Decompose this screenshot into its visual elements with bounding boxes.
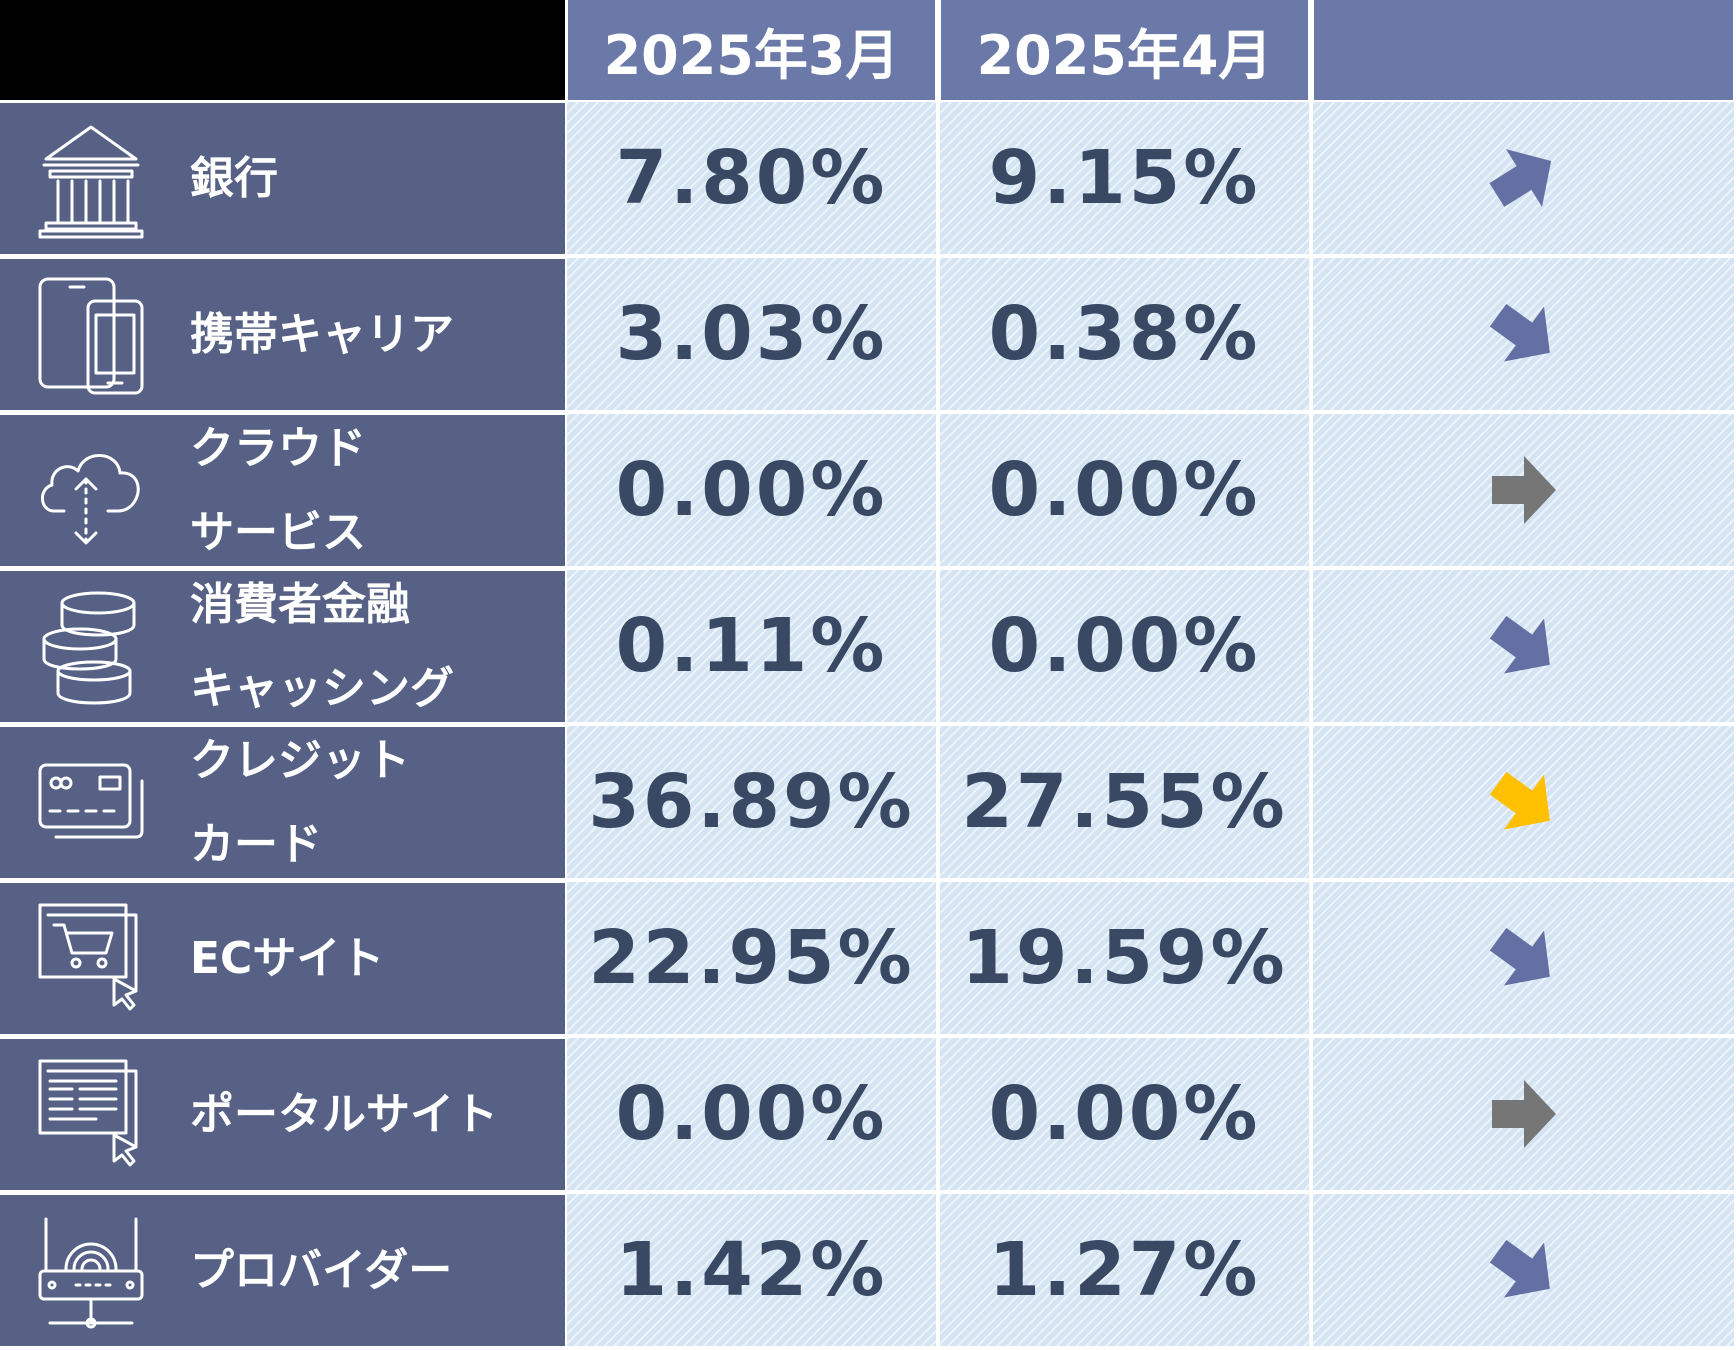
header-corner [0,0,565,100]
credit-card-icon [36,741,146,865]
march-value: 36.89% [565,724,938,880]
category-label-line: クラウド [190,422,366,474]
march-value: 1.42% [565,1192,938,1348]
april-value: 9.15% [938,100,1311,256]
category-label-line: サービス [190,506,366,558]
trend-arrow-down-icon [1489,927,1550,986]
category-label: クレジット カード [190,727,410,878]
cloud-transfer-icon [36,429,146,553]
trend-arrow-down-icon [1489,771,1550,830]
row-label: 銀行 [0,100,565,256]
trend-cell [1311,1192,1736,1348]
march-value: 0.00% [565,1036,938,1192]
trend-cell [1311,412,1736,568]
category-label: プロバイダー [190,1195,452,1346]
portal-screen-icon [36,1053,146,1177]
march-value: 22.95% [565,880,938,1036]
row-label: プロバイダー [0,1192,565,1348]
header-trend [1311,0,1736,100]
category-label: ECサイト [190,883,384,1034]
row-label: ECサイト [0,880,565,1036]
march-value: 3.03% [565,256,938,412]
category-label: 消費者金融キャッシング [190,571,454,722]
april-value: 0.00% [938,568,1311,724]
header-april: 2025年4月 [938,0,1311,100]
category-label: ポータルサイト [190,1039,498,1190]
category-label-line: カード [190,818,322,870]
coin-stack-icon [36,585,146,709]
category-label-line: 銀行 [190,152,278,204]
trend-cell [1311,1036,1736,1192]
trend-arrow-down-icon [1489,615,1550,674]
april-value: 0.38% [938,256,1311,412]
trend-cell [1311,568,1736,724]
header-march: 2025年3月 [565,0,938,100]
trend-cell [1311,724,1736,880]
router-icon [36,1209,146,1333]
trend-arrow-down-icon [1489,303,1550,362]
march-value: 7.80% [565,100,938,256]
trend-arrow-down-icon [1489,1239,1550,1298]
trend-arrow-flat-icon [1491,1080,1556,1148]
category-label-line: 携帯キャリア [190,308,454,360]
row-label: 消費者金融キャッシング [0,568,565,724]
row-label: ポータルサイト [0,1036,565,1192]
row-label: クレジット カード [0,724,565,880]
mobile-devices-icon [36,273,146,397]
april-value: 19.59% [938,880,1311,1036]
category-label-line: クレジット [190,734,410,786]
category-label-line: ポータルサイト [190,1088,498,1140]
trend-cell [1311,880,1736,1036]
category-label-line: ECサイト [190,932,385,984]
trend-arrow-flat-icon [1491,456,1556,524]
category-label: クラウド サービス [190,415,366,566]
row-label: クラウド サービス [0,412,565,568]
april-value: 0.00% [938,412,1311,568]
row-label: 携帯キャリア [0,256,565,412]
bank-icon [36,117,146,241]
category-label-line: プロバイダー [190,1244,453,1296]
category-label-line: キャッシング [190,662,454,714]
trend-arrow-up-icon [1488,149,1551,207]
category-label-line: 消費者金融 [190,578,410,630]
trend-cell [1311,100,1736,256]
trend-cell [1311,256,1736,412]
april-value: 0.00% [938,1036,1311,1192]
april-value: 1.27% [938,1192,1311,1348]
shopping-cart-screen-icon [36,897,146,1021]
category-label: 銀行 [190,103,278,254]
march-value: 0.00% [565,412,938,568]
category-label: 携帯キャリア [190,259,454,410]
april-value: 27.55% [938,724,1311,880]
march-value: 0.11% [565,568,938,724]
